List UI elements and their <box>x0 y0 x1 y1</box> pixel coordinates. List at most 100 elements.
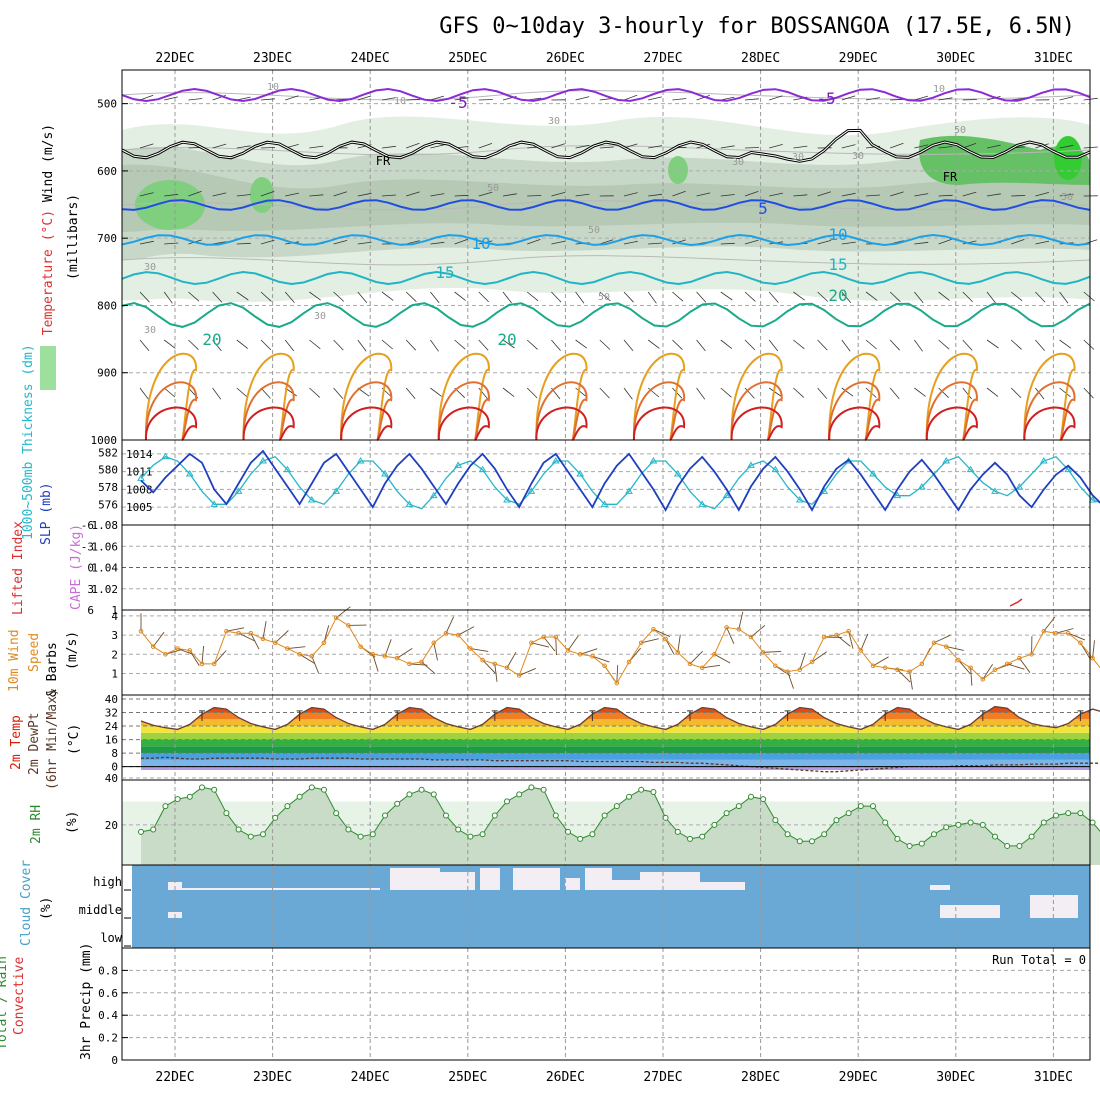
contour-label: -5 <box>816 89 835 108</box>
rh-line <box>140 786 1100 847</box>
wind-barb <box>962 143 977 149</box>
rh-point <box>662 814 669 821</box>
temp-minmax-bar <box>199 710 205 721</box>
wind-speed-point <box>663 636 668 642</box>
wind-speed-point <box>1065 630 1071 636</box>
wind-speed-point <box>504 665 510 671</box>
wind-barb-10m <box>714 653 731 664</box>
wind-barb <box>478 191 493 197</box>
warm-contour <box>925 352 978 441</box>
wind-barb <box>454 97 469 101</box>
li-tick-label: -3 <box>81 540 94 553</box>
thickness-label: 1000~500mb Thickness (dm) <box>21 344 36 540</box>
thickness-point <box>210 500 219 507</box>
wind-barb-10m <box>152 631 165 647</box>
wind-barb <box>212 339 222 352</box>
wind-barb-10m <box>653 628 670 638</box>
contour-label: 30 <box>314 311 326 322</box>
wind-barb-10m <box>384 639 392 657</box>
wind-10m-panel: 1 2 3 4 10m Wind Speed & Barbs (m/s) <box>7 606 1100 697</box>
thickness-point <box>551 457 560 464</box>
rh-point <box>784 831 791 838</box>
wind-speed-point <box>285 646 290 651</box>
warm-contour <box>730 352 783 441</box>
wind-barb <box>309 145 324 149</box>
thickness-point <box>429 491 438 499</box>
wind-barb <box>623 192 638 197</box>
thickness-point <box>795 496 804 503</box>
wind-barb <box>672 339 683 350</box>
rh-point <box>345 826 352 833</box>
wind-barb-10m <box>189 650 200 666</box>
contour-label: 50 <box>588 225 600 236</box>
cloud-gap <box>940 905 1000 918</box>
thickness-point <box>137 474 145 481</box>
cloud-gap <box>930 885 950 890</box>
top-date-label: 22DEC <box>155 51 194 66</box>
warm-contour <box>242 406 295 441</box>
wind-tick-label: 2 <box>111 648 118 661</box>
contour-label: 30 <box>548 116 560 127</box>
rh-point <box>186 793 193 800</box>
wind-barb <box>793 194 808 197</box>
wind-barb-10m <box>226 627 245 632</box>
wind-barb <box>188 291 200 302</box>
rh-point <box>491 812 498 819</box>
wind-barb <box>890 142 904 149</box>
wind-barb <box>841 144 856 149</box>
wind-barb <box>163 387 176 398</box>
rh-point <box>223 810 230 817</box>
wind-speed-point <box>943 644 949 649</box>
wind-speed-point <box>980 677 986 682</box>
precip-tick-label: 0.8 <box>98 964 118 977</box>
temp-minmax-bar <box>1077 710 1084 721</box>
wind-barb <box>768 291 779 303</box>
rh-point <box>906 842 913 849</box>
pressure-axis-label: (millibars) <box>66 194 81 280</box>
wind-barb <box>889 339 900 351</box>
contour-label: 15 <box>828 255 847 274</box>
contour-label: 20 <box>497 330 516 349</box>
wind-barb <box>672 190 686 197</box>
wind-barb-10m <box>958 659 971 674</box>
wind-barb <box>260 98 275 101</box>
cape-tick-label: 1.06 <box>92 540 119 553</box>
rh-point <box>504 798 510 805</box>
thickness-point <box>381 470 389 477</box>
wind-barb-10m <box>616 665 619 684</box>
rh-point <box>955 821 962 828</box>
wind-barb <box>914 387 926 397</box>
thickness-point <box>185 470 194 477</box>
wind-barb <box>865 194 881 197</box>
wind-barb <box>527 195 542 197</box>
wind-speed-point <box>297 652 302 657</box>
panel-frame <box>121 947 1091 1061</box>
wind-barb <box>551 192 566 197</box>
li-label: Lifted Index <box>11 521 26 615</box>
rh-point <box>284 803 291 810</box>
wind-barb <box>236 339 249 349</box>
thickness-point <box>698 500 707 507</box>
li-trace <box>1009 598 1023 607</box>
wind-barb <box>454 238 468 245</box>
wind-barb <box>1059 193 1074 197</box>
wind-barb-10m <box>1092 640 1095 659</box>
li-tick-label: -6 <box>81 519 94 532</box>
thickness-point <box>405 500 414 507</box>
wind-barb <box>357 241 372 245</box>
wind-barb <box>793 145 808 149</box>
wind-barb <box>260 147 276 149</box>
thickness-slp-panel: 1005 1008 1011 1014 576 578 580 582 1000~500mb T… <box>21 344 1100 545</box>
wind-barb-10m <box>567 635 579 651</box>
wind-barb <box>478 339 489 351</box>
wind-barb <box>914 95 929 101</box>
warm-contour <box>437 352 490 441</box>
wind-barb <box>1059 339 1072 349</box>
cape-tick-label: 1.02 <box>92 583 119 596</box>
wind-barb <box>817 291 829 302</box>
wind-barb <box>938 97 953 101</box>
temp-minmax-bar <box>491 710 498 721</box>
wind-barb <box>962 240 977 245</box>
wind-barb <box>938 238 952 245</box>
top-date-label: 26DEC <box>546 51 585 66</box>
